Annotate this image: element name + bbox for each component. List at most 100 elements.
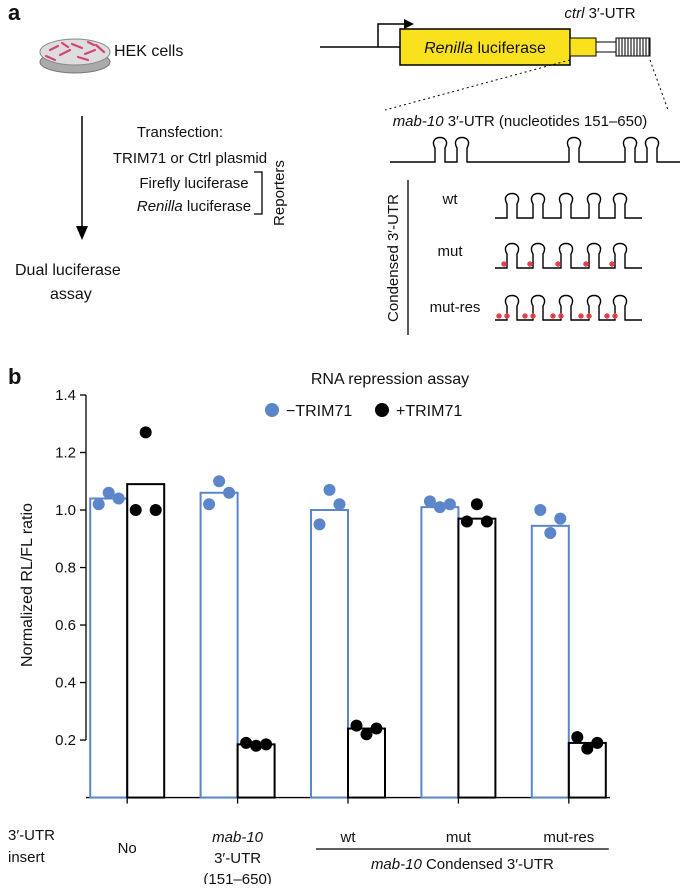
replicate-dot [423,495,436,508]
chart-title: RNA repression assay [311,371,469,388]
replicate-dot [260,738,273,751]
mutation [504,313,510,319]
hairpin-row [495,192,642,219]
replicate-dot [591,736,604,749]
cells-label: HEK cells [114,43,183,60]
mutation [496,313,502,319]
replicate-dot [333,498,346,511]
dish-icon [39,38,111,74]
bar [236,743,276,799]
readout: assay [50,286,92,303]
y-tick-label: 0.4 [55,675,76,692]
condensed-label: Condensed 3′-UTR [385,194,402,322]
step: Renilla luciferase [137,198,251,215]
arrow-head [76,226,88,240]
replicate-dot [149,504,162,517]
legend-marker [375,403,389,417]
y-tick-label: 1.0 [55,502,76,519]
bar [310,509,349,799]
plot: 0.2 0.4 0.6 0.8 1.0 1.2 1.4 No mab-10 3′-UTR (151–… [55,387,610,888]
mutation [612,313,618,319]
step: TRIM71 or Ctrl plasmid [113,150,267,167]
mutation [604,313,610,319]
replicate-dot [92,498,105,511]
replicate-dot [544,527,557,540]
x-tick-label: (151–650) [203,871,271,884]
replicate-dot [360,728,373,741]
readout: Dual luciferase [15,262,121,279]
mutation [550,313,556,319]
replicate-dot [240,736,253,749]
gene-box [399,28,571,66]
panel-label: b [8,364,21,389]
reporters-label: Reporters [271,160,288,226]
mutation [501,261,507,267]
x-tick-label: mut [446,829,472,846]
replicate-dot [102,486,115,499]
x-tick-label: mut-res [543,829,594,846]
group-label-text: Condensed 3′-UTR [426,856,554,873]
replicate-dot [213,475,226,488]
replicate-dot [250,739,263,752]
bar [126,483,166,799]
replicate-dot [470,498,483,511]
bracket [254,171,263,215]
replicate-dot [581,742,594,755]
row-label: wt [442,191,459,208]
y-tick-label: 0.6 [55,617,76,634]
y-tick-label: 0.8 [55,560,76,577]
mutation [527,261,533,267]
bar [420,506,460,799]
bar [199,491,239,799]
replicate-dot [443,498,456,511]
mutation [530,313,536,319]
step: Transfection: [137,124,223,141]
hairpin-row [495,242,642,269]
replicate-dot [433,501,446,514]
replicate-dot [112,492,125,505]
promoter [377,23,408,47]
mutation [609,261,615,267]
replicate-dot [313,518,326,531]
replicate-dot [139,426,152,439]
replicate-dot [350,719,363,732]
replicate-dot [203,498,216,511]
x-tick-label: 3′-UTR [214,850,261,867]
replicate-dot [554,512,567,525]
y-axis-label: Normalized RL/FL ratio [19,503,36,667]
y-tick-label: 1.4 [55,387,76,404]
x-tick-label: wt [340,829,357,846]
mutation [522,313,528,319]
bar [89,497,129,799]
panel-label: a [8,0,21,25]
replicate-dot [460,515,473,528]
group-label: mab-10 Condensed 3′-UTR [371,856,554,873]
row-label: mut-res [430,299,481,316]
replicate-dot [223,486,236,499]
x-axis-label: insert [8,849,46,866]
hairpins [390,136,680,321]
ctrl-label: ctrl 3′-UTR [564,5,635,22]
zoom-line [649,59,669,111]
replicate-dot [571,731,584,744]
x-axis-label: 3′-UTR [8,827,55,844]
hairpin-row [390,136,680,163]
mutation [558,313,564,319]
y-tick-label: 1.2 [55,445,76,462]
replicate-dot [370,722,383,735]
bar [457,517,497,799]
mutation [583,261,589,267]
step: Firefly luciferase [139,175,248,192]
mutation [578,313,584,319]
gene-label: Renilla luciferase [424,40,546,57]
mutation [586,313,592,319]
hairpin-row [495,294,642,321]
row-label: mut [437,243,463,260]
legend-label: +TRIM71 [396,403,462,420]
replicate-dot [129,504,142,517]
replicate-dot [534,504,547,517]
group-label-italic: mab-10 [371,856,423,873]
utr-box [595,41,617,53]
replicate-dot [323,483,336,496]
